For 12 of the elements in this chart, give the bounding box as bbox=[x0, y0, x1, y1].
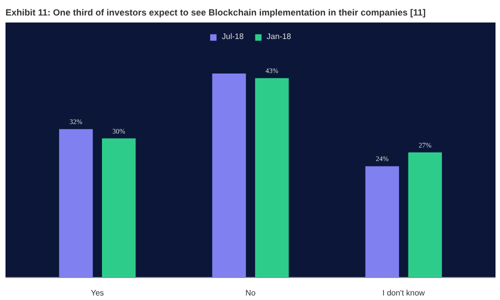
chart-title: Exhibit 11: One third of investors expect to see Blockchain implementation in their companies [11] bbox=[6, 8, 426, 18]
bar bbox=[102, 138, 136, 278]
bar bbox=[408, 152, 442, 278]
legend-label: Jan-18 bbox=[266, 32, 292, 41]
x-tick-label: I don't know bbox=[382, 288, 426, 298]
bar bbox=[365, 166, 400, 278]
x-tick-label: Yes bbox=[90, 288, 104, 298]
bar bbox=[212, 74, 246, 278]
bar bbox=[255, 78, 289, 278]
x-tick-label: No bbox=[245, 288, 256, 298]
legend-label: Jul-18 bbox=[222, 32, 244, 41]
bar bbox=[59, 129, 93, 278]
